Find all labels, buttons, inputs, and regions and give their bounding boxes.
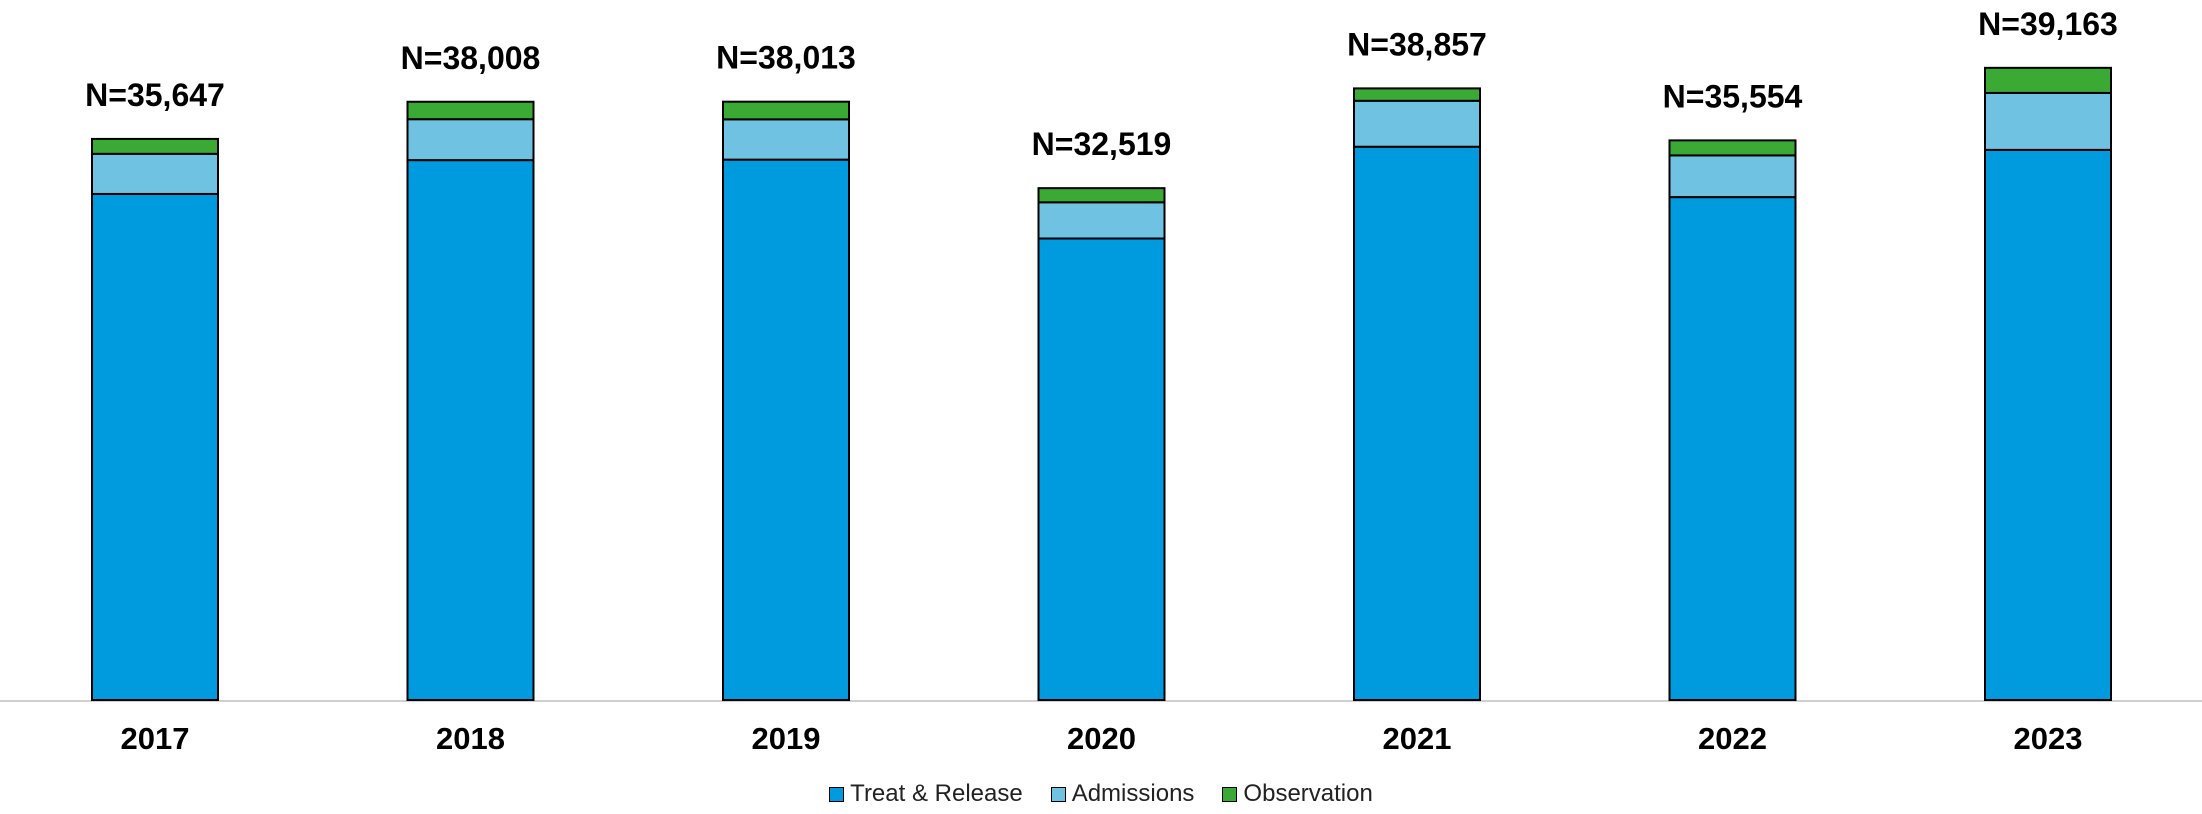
bar-treat-release-2021 <box>1353 145 1481 701</box>
total-label-2018: N=38,008 <box>401 40 541 76</box>
bar-admissions-2022 <box>1668 154 1797 199</box>
x-tick-label-2019: 2019 <box>752 721 821 756</box>
bar-treat-release-2017 <box>91 192 219 701</box>
bar-admissions-2019 <box>722 118 850 161</box>
bar-observation-2019 <box>722 100 850 121</box>
bar-admissions-2020 <box>1037 201 1166 240</box>
legend-item-admissions: Admissions <box>1050 780 1195 808</box>
x-tick-label-2022: 2022 <box>1698 721 1767 756</box>
bars-group <box>91 66 2112 702</box>
legend-label: Treat & Release <box>850 780 1023 807</box>
x-tick-label-2021: 2021 <box>1383 721 1452 756</box>
total-label-2019: N=38,013 <box>716 40 856 76</box>
x-tick-label-2023: 2023 <box>2014 721 2083 756</box>
bar-observation-2018 <box>406 100 535 121</box>
x-tick-label-2018: 2018 <box>436 721 505 756</box>
bar-admissions-2023 <box>1984 91 2112 151</box>
legend: Treat & Release Admissions Observation <box>0 780 2202 808</box>
bar-observation-2017 <box>91 137 219 155</box>
bar-treat-release-2020 <box>1037 237 1166 701</box>
legend-label: Admissions <box>1071 780 1195 807</box>
legend-item-treat-release: Treat & Release <box>829 780 1023 808</box>
bar-admissions-2017 <box>91 152 219 195</box>
x-tick-label-2017: 2017 <box>121 721 190 756</box>
bar-admissions-2021 <box>1353 99 1481 148</box>
total-label-2022: N=35,554 <box>1663 78 1803 114</box>
bar-treat-release-2022 <box>1668 196 1797 701</box>
bar-treat-release-2023 <box>1984 148 2112 701</box>
total-label-2023: N=39,163 <box>1978 6 2118 42</box>
bar-admissions-2018 <box>406 118 535 162</box>
bar-observation-2022 <box>1668 139 1797 157</box>
legend-label: Observation <box>1243 780 1373 807</box>
labels-group: N=35,647 2017 N=38,008 2018 N=38,013 2019 N=32… <box>85 6 2118 756</box>
legend-item-observation: Observation <box>1222 780 1373 808</box>
legend-swatch-observation <box>1222 786 1238 802</box>
total-label-2021: N=38,857 <box>1347 26 1487 62</box>
legend-swatch-admissions <box>1050 786 1066 802</box>
bar-treat-release-2019 <box>722 158 850 701</box>
total-label-2017: N=35,647 <box>85 77 225 113</box>
bar-observation-2023 <box>1984 66 2112 94</box>
legend-swatch-treat-release <box>829 786 845 802</box>
bar-observation-2021 <box>1353 87 1481 102</box>
bar-treat-release-2018 <box>406 159 535 702</box>
total-label-2020: N=32,519 <box>1032 126 1172 162</box>
bar-observation-2020 <box>1037 187 1166 204</box>
x-tick-label-2020: 2020 <box>1067 721 1136 756</box>
